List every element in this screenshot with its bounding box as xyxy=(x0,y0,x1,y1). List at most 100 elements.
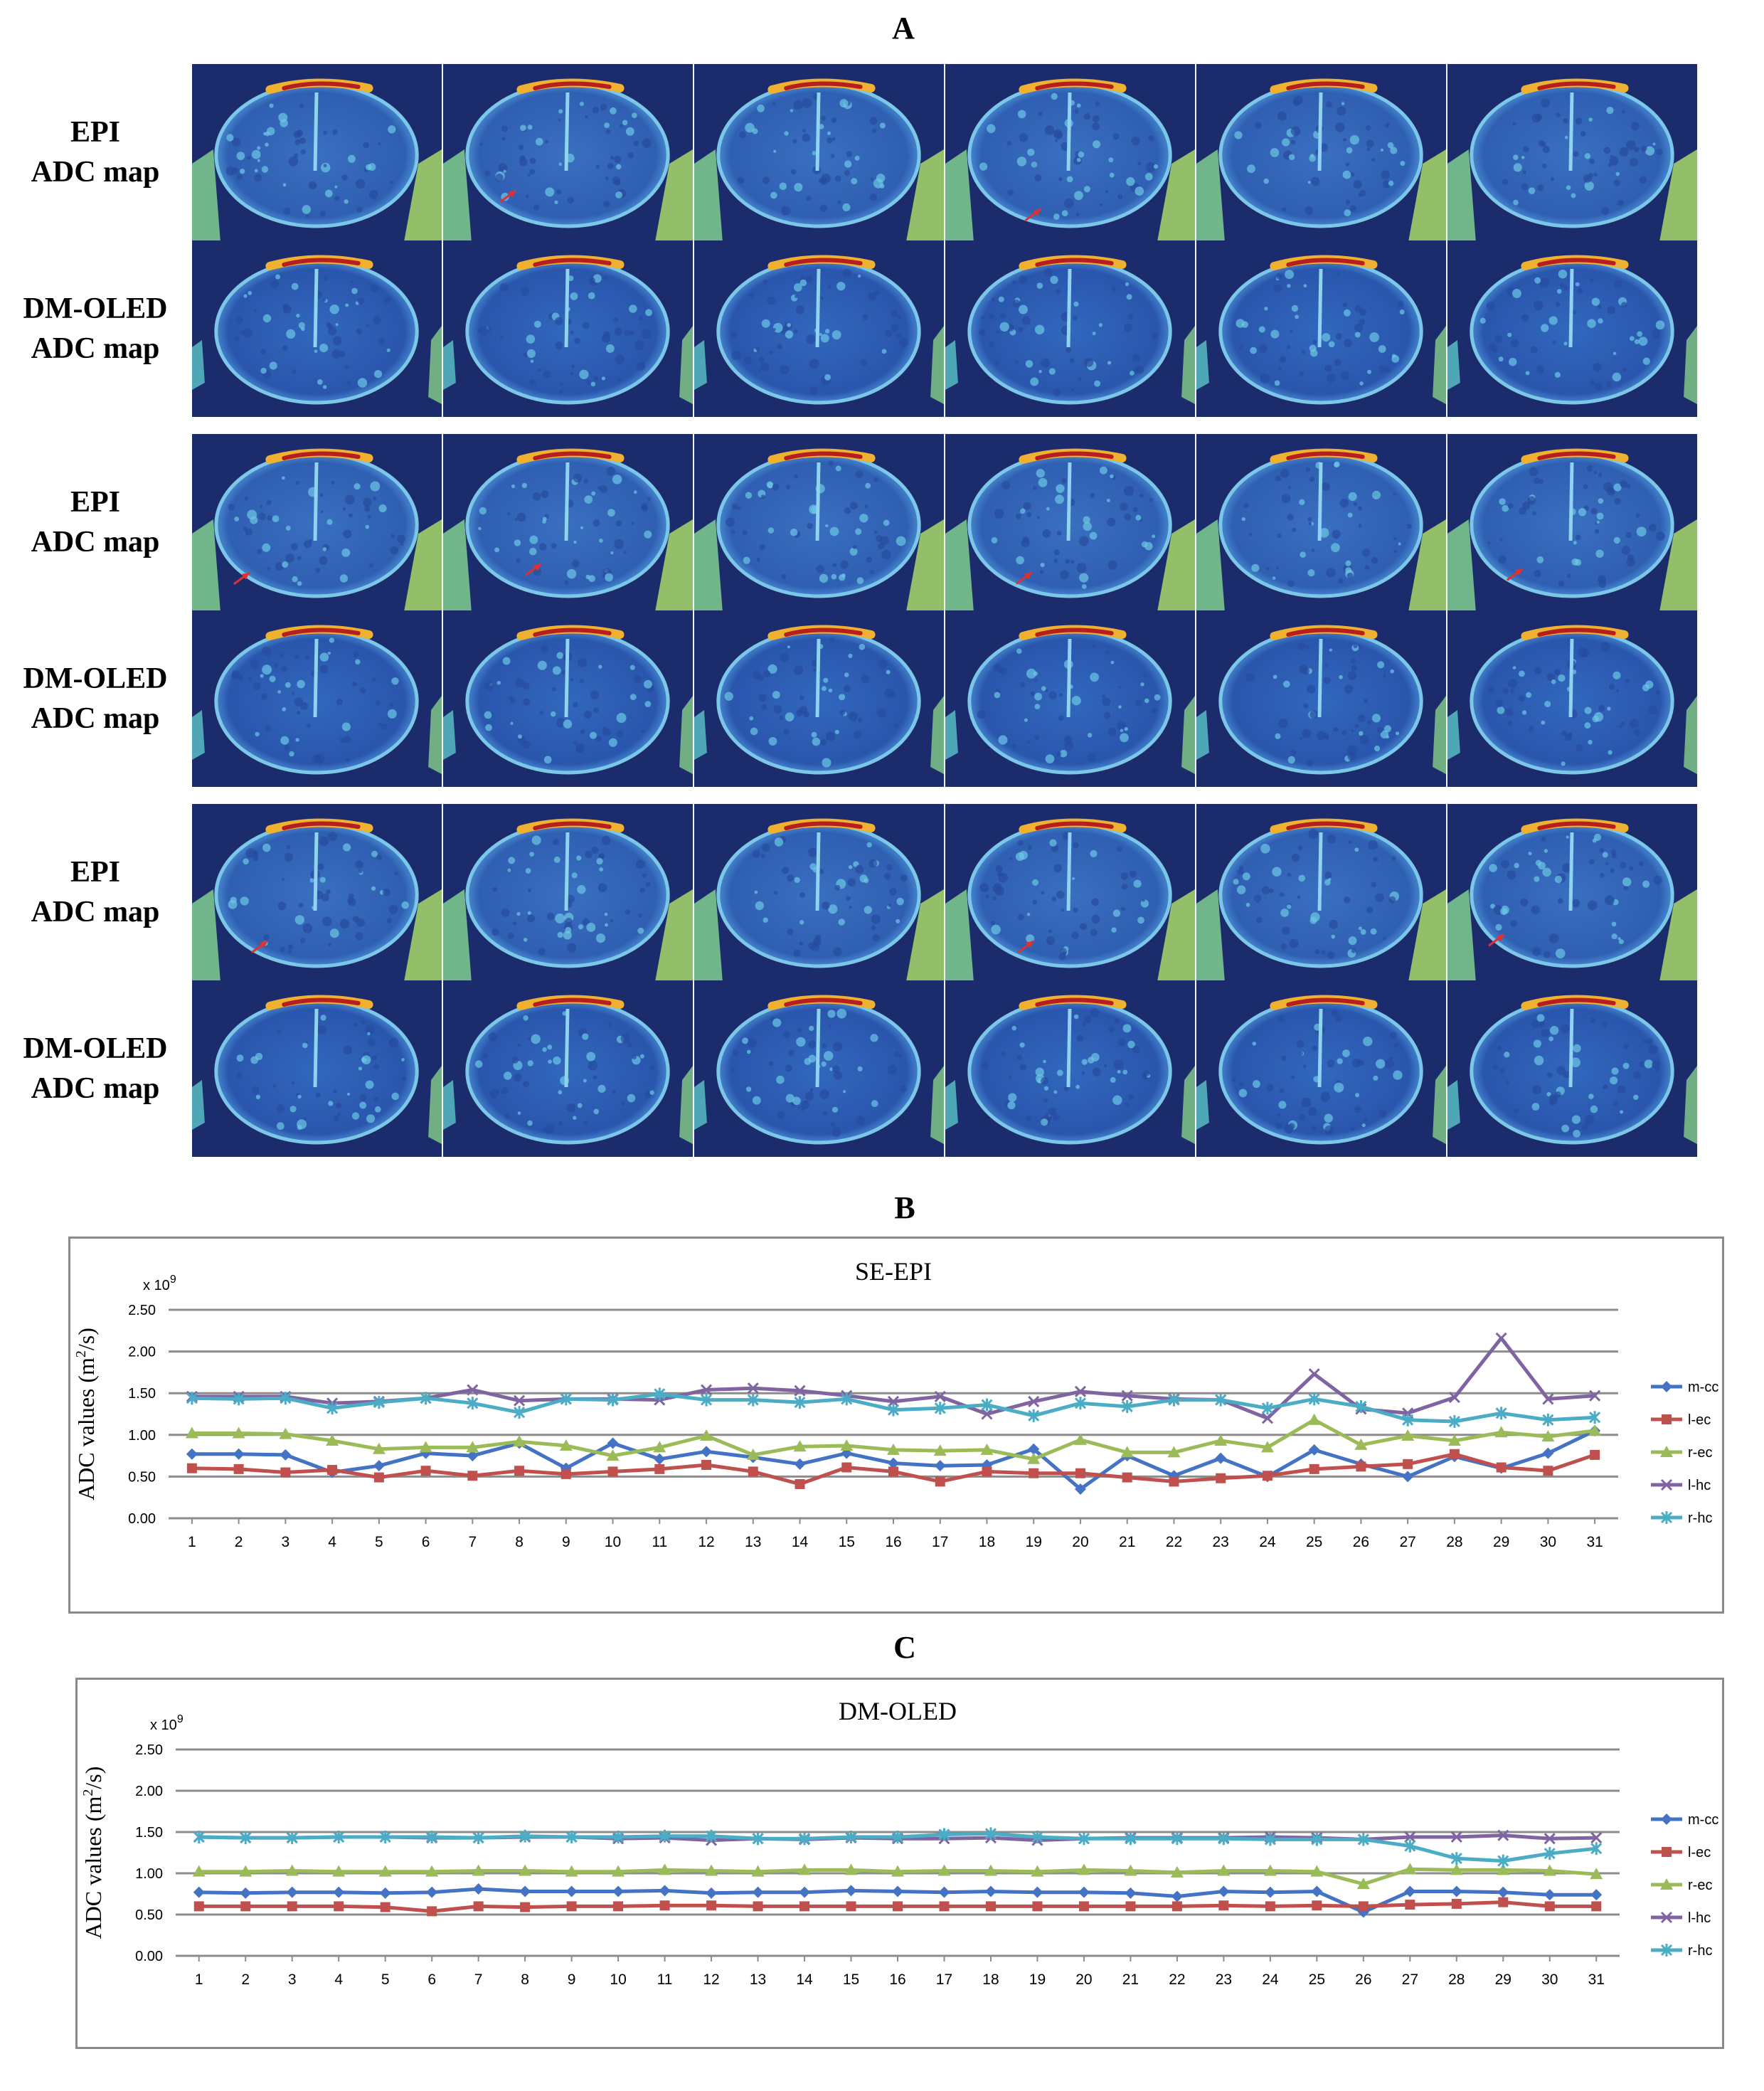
data-point-l-ec xyxy=(1216,1473,1226,1483)
data-point-l-ec xyxy=(893,1901,903,1912)
data-point-r-hc xyxy=(938,1828,950,1841)
mri-adc-map-image xyxy=(1196,610,1447,787)
legend-entry-l-ec: l-ec xyxy=(1651,1412,1711,1428)
data-point-l-hc xyxy=(514,1394,526,1407)
data-point-l-hc xyxy=(1589,1389,1601,1402)
mri-adc-map-image xyxy=(443,240,694,417)
mri-row-label-line1: DM-OLED xyxy=(23,1032,168,1065)
y-tick-label: 0.00 xyxy=(128,1511,156,1527)
y-tick-label: 2.00 xyxy=(135,1784,163,1799)
data-point-r-hc xyxy=(1357,1833,1369,1846)
y-scale-exponent: 9 xyxy=(170,1274,176,1286)
data-point-l-ec xyxy=(753,1901,763,1912)
data-point-r-hc xyxy=(1031,1830,1043,1843)
mri-adc-map-image xyxy=(443,434,694,610)
data-point-l-ec xyxy=(939,1901,950,1912)
x-tick-label: 22 xyxy=(1166,1534,1182,1550)
y-scale-exponent: 9 xyxy=(177,1713,184,1725)
legend-label: m-cc xyxy=(1688,1380,1718,1395)
mri-adc-map-image xyxy=(192,804,443,980)
y-scale-base: x 10 xyxy=(150,1717,177,1733)
y-tick-label: 2.00 xyxy=(128,1345,156,1360)
x-tick-label: 6 xyxy=(427,1971,436,1988)
y-axis-label-superscript: 2 xyxy=(80,1789,96,1796)
data-point-l-hc xyxy=(1121,1389,1133,1402)
mri-adc-map-image xyxy=(192,64,443,240)
x-tick-label: 16 xyxy=(889,1971,905,1988)
data-point-r-ec xyxy=(891,1865,904,1877)
data-point-m-cc xyxy=(794,1458,806,1470)
x-tick-label: 24 xyxy=(1259,1534,1276,1550)
mri-adc-map-image xyxy=(694,610,945,787)
y-scale-base: x 10 xyxy=(143,1278,170,1293)
data-point-l-ec xyxy=(520,1902,531,1912)
data-point-m-cc xyxy=(938,1886,950,1898)
mri-row-label-line2: ADC map xyxy=(31,1072,160,1105)
data-point-r-ec xyxy=(372,1442,386,1454)
data-point-r-hc xyxy=(1171,1832,1183,1846)
data-point-r-ec xyxy=(378,1865,392,1877)
data-point-r-ec xyxy=(1263,1864,1277,1876)
data-point-m-cc xyxy=(1497,1886,1509,1898)
x-tick-label: 19 xyxy=(1029,1971,1046,1988)
series-r-hc xyxy=(186,1387,1601,1429)
data-point-l-hc xyxy=(1308,1368,1320,1380)
data-point-l-ec xyxy=(935,1476,945,1487)
mri-adc-map-image xyxy=(443,610,694,787)
data-point-m-cc xyxy=(1308,1444,1320,1456)
data-point-m-cc xyxy=(654,1453,666,1465)
data-point-r-ec xyxy=(1167,1446,1181,1458)
x-tick-label: 13 xyxy=(750,1971,766,1988)
data-point-m-cc xyxy=(607,1437,619,1449)
data-point-r-ec xyxy=(1124,1864,1137,1876)
legend-entry-r-hc: r-hc xyxy=(1651,1510,1712,1526)
mri-row-label-line1: EPI xyxy=(70,116,120,149)
x-tick-label: 25 xyxy=(1306,1534,1322,1550)
data-point-m-cc xyxy=(841,1447,853,1459)
legend-entry-l-ec: l-ec xyxy=(1651,1845,1711,1860)
data-point-r-hc xyxy=(1078,1832,1090,1846)
data-point-r-ec xyxy=(513,1435,526,1447)
mri-adc-map-image xyxy=(1447,610,1699,787)
series-r-ec xyxy=(185,1413,1602,1464)
mri-adc-map-image xyxy=(1447,804,1699,980)
data-point-r-ec xyxy=(279,1427,292,1439)
data-point-r-hc xyxy=(1074,1397,1087,1410)
x-tick-label: 16 xyxy=(885,1534,901,1550)
data-point-m-cc xyxy=(1544,1889,1556,1901)
data-point-r-ec xyxy=(565,1865,578,1877)
mri-adc-map-image xyxy=(1196,980,1447,1157)
chart-se-epi: SE-EPI x 109 0.00 0.50 1.00 1.50 2.00 2.50 ADC v… xyxy=(68,1237,1724,1614)
x-tick-label: 21 xyxy=(1122,1971,1139,1988)
data-point-r-ec xyxy=(192,1865,206,1877)
x-tick-label: 29 xyxy=(1495,1971,1511,1988)
x-tick-label: 10 xyxy=(610,1971,626,1988)
data-point-r-ec xyxy=(653,1441,666,1453)
x-tick-label: 14 xyxy=(796,1971,813,1988)
mri-adc-map-image xyxy=(945,64,1196,240)
y-axis-label-unit: /s) xyxy=(73,1328,99,1350)
data-point-r-ec xyxy=(285,1864,299,1876)
data-point-l-hc xyxy=(1660,1911,1673,1924)
data-point-l-ec xyxy=(1032,1901,1043,1912)
mri-row-label-line1: DM-OLED xyxy=(23,292,168,325)
data-point-r-ec xyxy=(751,1865,765,1877)
x-tick-label: 4 xyxy=(328,1534,336,1550)
data-point-r-hc xyxy=(565,1830,578,1843)
data-point-r-hc xyxy=(752,1832,764,1846)
legend-entry-r-ec: r-ec xyxy=(1651,1878,1712,1893)
data-point-l-hc xyxy=(1660,1478,1673,1491)
x-tick-label: 20 xyxy=(1072,1534,1088,1550)
data-point-r-hc xyxy=(981,1398,993,1412)
data-point-l-ec xyxy=(613,1901,624,1912)
mri-row-label-line2: ADC map xyxy=(31,896,160,928)
mri-row-label: EPI ADC map xyxy=(0,482,191,562)
data-point-l-ec xyxy=(701,1459,712,1470)
data-point-r-hc xyxy=(1497,1854,1509,1868)
data-point-m-cc xyxy=(1168,1470,1180,1482)
y-axis-label-superscript: 2 xyxy=(73,1350,89,1357)
data-point-l-ec xyxy=(748,1466,758,1477)
legend-label: m-cc xyxy=(1688,1812,1718,1828)
x-tick-label: 31 xyxy=(1586,1534,1603,1550)
data-point-r-hc xyxy=(1264,1833,1276,1846)
